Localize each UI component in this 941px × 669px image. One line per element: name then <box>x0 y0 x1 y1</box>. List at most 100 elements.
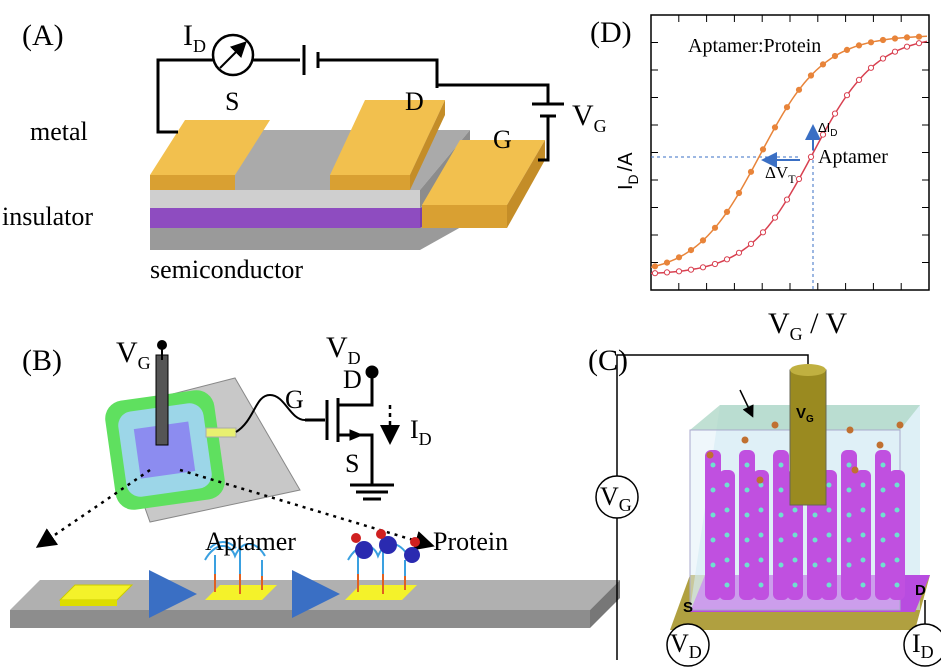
unit: / V <box>803 307 848 340</box>
panel-a: (A) ID S D G VG metal insulator semicond… <box>2 19 607 284</box>
subscript: G <box>806 414 814 425</box>
panel-c: (C) VG VG VD ID S D <box>588 344 941 666</box>
transfer-curves-part <box>832 111 837 116</box>
panel-label: (D) <box>590 16 632 49</box>
sensor-box-part-part <box>877 442 884 449</box>
sensor-box-part-part <box>861 533 866 538</box>
sensor-box-part-part <box>779 488 784 493</box>
transfer-curves-part <box>736 250 741 255</box>
transfer-curves-part <box>712 261 717 266</box>
subscript: G <box>138 353 151 373</box>
subscript: D <box>830 128 837 139</box>
transfer-curves-part <box>856 43 861 48</box>
transfer-curves-part <box>844 47 849 52</box>
sensor-box-part-part <box>793 558 798 563</box>
panel-label: (B) <box>22 344 62 377</box>
transfer-curves-part <box>736 190 741 195</box>
device-layers-part <box>150 175 235 190</box>
transfer-curves-part <box>748 169 753 174</box>
sensor-box-part-part <box>861 558 866 563</box>
panel-label: (A) <box>22 19 64 52</box>
device-layers-part <box>422 205 507 228</box>
chip-part <box>206 428 236 437</box>
sensor-box-part-part <box>793 533 798 538</box>
symbol: V <box>600 482 619 511</box>
sensor-box-part-part <box>725 508 730 513</box>
sensor-box-part-part <box>745 538 750 543</box>
layer-label: metal <box>30 117 88 146</box>
symbol: ΔI <box>818 120 830 135</box>
sensor-box-part-part <box>827 483 832 488</box>
transfer-curves-part <box>664 260 669 265</box>
sensor-box-part-part <box>827 533 832 538</box>
sensor-box-part-part <box>847 488 852 493</box>
transfer-curves-part <box>724 257 729 262</box>
sensor-box-part-part <box>779 563 784 568</box>
sensor-box-part-part <box>711 563 716 568</box>
transfer-curves-part <box>688 248 693 253</box>
sensor-box-part-part <box>779 513 784 518</box>
curve-label: Aptamer <box>818 146 888 168</box>
symbol: ΔV <box>765 163 789 182</box>
sensor-box-part-part <box>725 533 730 538</box>
transfer-curves-part <box>748 241 753 246</box>
sensing-strip-part-part <box>404 547 420 563</box>
transfer-curves-part <box>892 49 897 54</box>
sensor-box-part-part <box>881 463 886 468</box>
sensor-box-part-part <box>779 538 784 543</box>
sensor-box-part-part <box>745 513 750 518</box>
transfer-curves-part <box>676 269 681 274</box>
sensor-box-part-part <box>742 437 749 444</box>
probe-label: Aptamer <box>205 527 296 556</box>
sensor-box-part-part <box>779 463 784 468</box>
transfer-curves-part <box>868 65 873 70</box>
transfer-curves-part <box>808 73 813 78</box>
sensor-box-part-part <box>757 477 764 484</box>
sensor-box-part-part <box>827 508 832 513</box>
panel-b: (B) VG VD D G ID S Aptamer Protein <box>10 331 620 628</box>
sensor-box-part-part <box>813 513 818 518</box>
transfer-curves-part <box>904 35 909 40</box>
sensor-box-part-part <box>895 508 900 513</box>
sensor-box-part-part <box>813 563 818 568</box>
sensor-box-part-part <box>861 483 866 488</box>
sensor-box-part-part <box>739 450 755 600</box>
panel-d: (D) Aptamer:Protein Aptamer ΔID ΔVT ID/A… <box>590 15 929 344</box>
transfer-curves-part <box>796 87 801 92</box>
sensing-strip-part-part <box>351 533 361 543</box>
symbol: V <box>116 336 138 369</box>
sensor-box-part-part <box>895 583 900 588</box>
source-label: S <box>683 599 693 616</box>
transfer-curves-part <box>796 176 801 181</box>
subscript: G <box>790 324 803 344</box>
sensor-box-part-part <box>813 538 818 543</box>
transfer-curves-part <box>772 215 777 220</box>
sensor-box-part-part <box>861 508 866 513</box>
transfer-curves-part <box>760 147 765 152</box>
circuit-wire-part <box>220 44 244 68</box>
circuit-wire-part <box>437 85 548 104</box>
symbol: I <box>410 415 419 444</box>
subscript: T <box>788 172 796 186</box>
transfer-curves-part <box>916 34 921 39</box>
sensor-box-part-part <box>881 538 886 543</box>
symbol: I <box>183 19 193 52</box>
gate-label: G <box>285 385 304 414</box>
sensor-box-part-part <box>847 538 852 543</box>
y-axis-label: ID/A <box>615 152 641 190</box>
device-layers-part <box>330 175 410 190</box>
sensor-box-part-part <box>827 583 832 588</box>
transfer-curves-part <box>880 56 885 61</box>
sensor-box-part-part <box>852 467 859 474</box>
current-label: ID <box>410 415 432 449</box>
transfer-curves-part <box>700 265 705 270</box>
symbol: V <box>796 405 806 422</box>
symbol: V <box>326 331 348 364</box>
sensor-box <box>670 364 930 630</box>
source-label: S <box>345 449 359 478</box>
sensor-box-part-part <box>875 450 891 600</box>
symbol: V <box>572 99 594 132</box>
transfer-curves-part <box>784 197 789 202</box>
gate-label: G <box>493 125 512 154</box>
transfer-curves-part <box>904 44 909 49</box>
